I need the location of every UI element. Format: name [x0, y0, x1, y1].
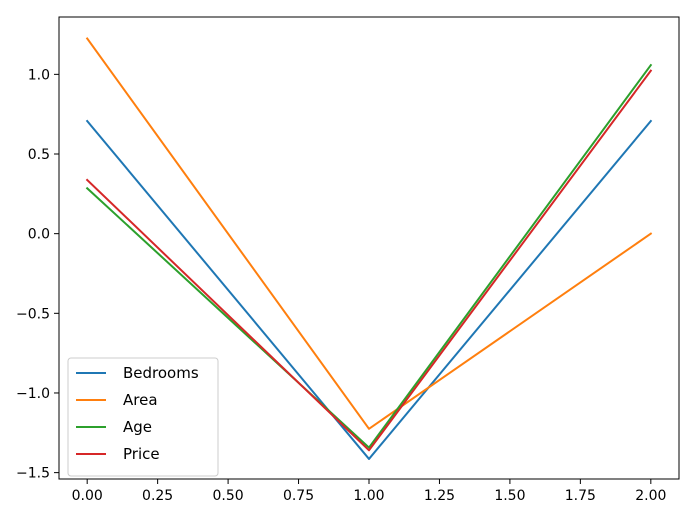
y-tick-label: 0.5	[28, 147, 50, 163]
x-tick-label: 1.25	[424, 488, 455, 504]
y-tick-label: 1.0	[28, 67, 50, 83]
legend-box	[67, 357, 219, 477]
y-axis: −1.5 −1.0 −0.5 0.0 0.5 1.0	[16, 67, 59, 482]
x-tick-label: 0.75	[283, 488, 314, 504]
x-tick-label: 0.00	[72, 488, 103, 504]
y-tick-label: −1.5	[16, 466, 50, 482]
y-tick-label: 0.0	[28, 227, 50, 243]
y-tick-label: −1.0	[16, 386, 50, 402]
legend-label-price: Price	[123, 445, 160, 463]
x-tick-label: 0.50	[213, 488, 244, 504]
y-tick-label: −0.5	[16, 306, 50, 322]
x-tick-label: 1.00	[353, 488, 384, 504]
x-tick-label: 0.25	[142, 488, 173, 504]
legend: Bedrooms Area Age Price	[67, 357, 219, 477]
x-tick-label: 1.75	[565, 488, 596, 504]
x-tick-label: 1.50	[494, 488, 525, 504]
legend-label-area: Area	[123, 391, 158, 409]
series-layer	[85, 37, 653, 460]
legend-label-age: Age	[123, 418, 152, 436]
x-axis: 0.00 0.25 0.50 0.75 1.00 1.25 1.50 1.75 2.00	[72, 479, 666, 504]
x-tick-label: 2.00	[635, 488, 666, 504]
legend-label-bedrooms: Bedrooms	[123, 364, 199, 382]
